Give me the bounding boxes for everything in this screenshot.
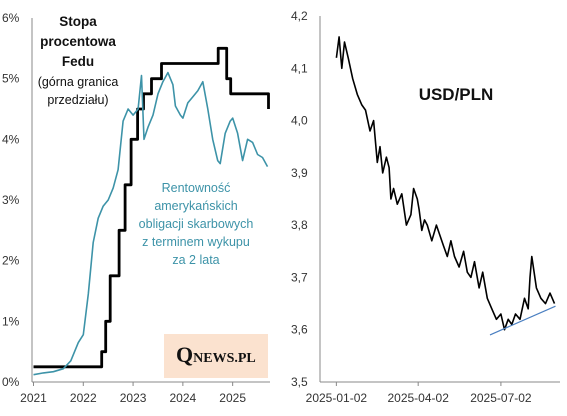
right-y-tick-label: 3,6 [291, 323, 308, 337]
right-y-tick-label: 3,8 [291, 218, 308, 232]
left-x-tick-label: 2023 [120, 391, 147, 405]
usdpln-trend-line [489, 305, 556, 336]
right-y-tick-label: 3,5 [291, 375, 308, 389]
right-y-tick-label: 3,7 [291, 270, 308, 284]
fed-annotation-title: Stopa [59, 14, 97, 29]
left-x-tick-label: 2021 [20, 391, 47, 405]
fed-annotation-title-3: Fedu [62, 54, 94, 69]
right-series-group [335, 36, 556, 336]
qnews-logo: QNEWS.PL [176, 342, 256, 367]
right-tick-labels: 3,5 3,6 3,7 3,8 3,9 4,0 4,1 4,2 2025-01-02 2025-0… [291, 9, 532, 405]
right-x-tick-label: 2025-07-02 [470, 391, 532, 405]
left-x-tick-label: 2024 [170, 391, 197, 405]
right-y-tick-label: 4,1 [291, 61, 308, 75]
left-y-tick-label: 2% [2, 254, 20, 268]
treasury-2y-yield-line [33, 71, 269, 376]
yield-annotation-4: z terminem wykupu [142, 235, 250, 249]
yield-annotation-3: obligacji skarbowych [139, 217, 254, 231]
left-x-tick-label: 2025 [219, 391, 246, 405]
yield-annotation-2: amerykańskich [154, 199, 237, 213]
right-y-tick-label: 3,9 [291, 166, 308, 180]
fed-annotation-title-2: procentowa [40, 34, 116, 49]
left-tick-labels: 0% 1% 2% 3% 4% 5% 6% 2021 2022 2023 2024 2025 [2, 11, 246, 405]
left-y-tick-label: 3% [2, 193, 20, 207]
usdpln-panel: 3,5 3,6 3,7 3,8 3,9 4,0 4,1 4,2 2025-01-02 2025-0… [291, 9, 560, 405]
fed-annotation-subtitle-2: przedziału) [47, 93, 108, 107]
fed-rate-panel: 0% 1% 2% 3% 4% 5% 6% 2021 2022 2023 2024 2025 Stopa… [2, 11, 270, 405]
yield-annotation-1: Rentowność [162, 181, 231, 195]
left-y-tick-label: 4% [2, 132, 20, 146]
right-axes [319, 16, 560, 386]
qnews-logo-background [164, 334, 268, 378]
right-x-tick-label: 2025-01-02 [306, 391, 368, 405]
left-x-tick-label: 2022 [70, 391, 97, 405]
left-y-tick-label: 0% [2, 375, 20, 389]
fed-rate-line [33, 46, 270, 369]
left-series-group [33, 46, 270, 376]
left-y-tick-label: 5% [2, 72, 20, 86]
left-axes [31, 18, 270, 386]
fed-annotation-subtitle: (górna granica [38, 75, 119, 89]
usdpln-title: USD/PLN [419, 85, 494, 104]
left-y-tick-label: 6% [2, 11, 20, 25]
qnews-logo-text: NEWS.PL [193, 351, 256, 366]
right-y-tick-label: 4,2 [291, 9, 308, 23]
right-y-tick-label: 4,0 [291, 114, 308, 128]
usdpln-line [335, 36, 556, 331]
yield-annotation-5: za 2 lata [172, 253, 219, 267]
qnews-logo-q: Q [176, 342, 193, 367]
right-x-tick-label: 2025-04-02 [387, 391, 449, 405]
left-y-tick-label: 1% [2, 314, 20, 328]
